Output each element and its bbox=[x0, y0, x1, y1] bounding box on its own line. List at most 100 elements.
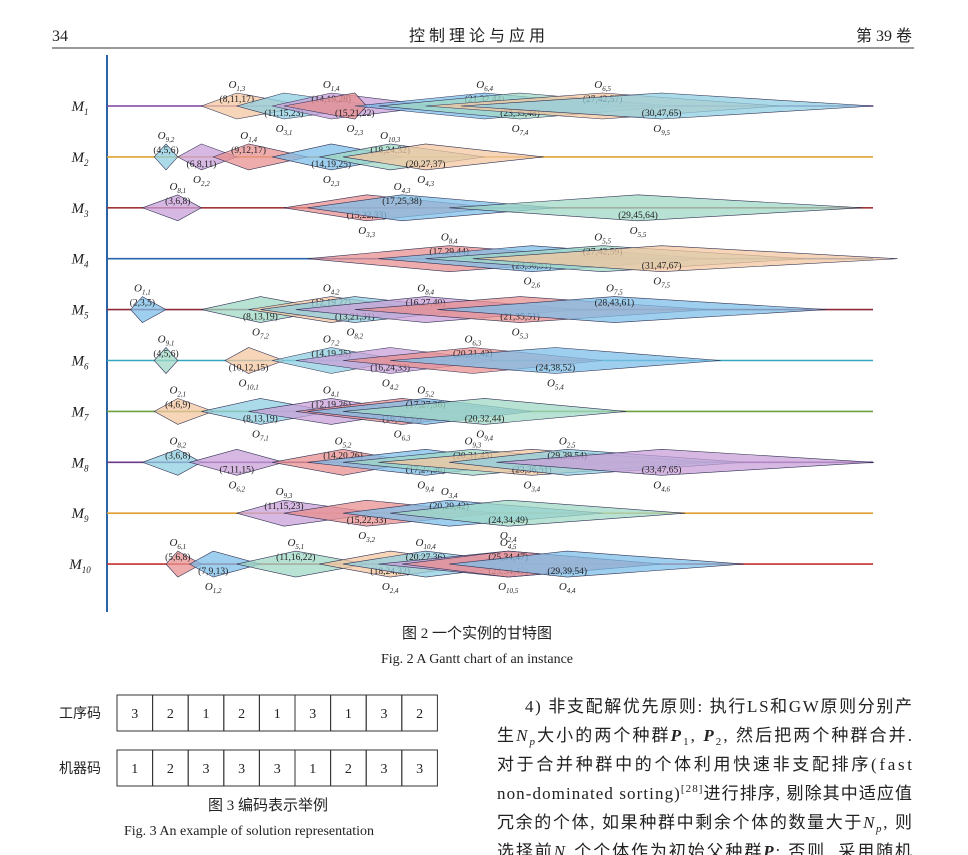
operation-name: O bbox=[228, 479, 236, 491]
machine-label: M7 bbox=[71, 404, 90, 422]
fuzzy-time bbox=[130, 296, 167, 323]
operation-name: O bbox=[323, 384, 331, 396]
operation-label: O9,3 bbox=[276, 486, 293, 500]
machine-name: M bbox=[71, 455, 86, 471]
fuzzy-time bbox=[496, 448, 875, 476]
text-run: P bbox=[702, 726, 714, 745]
operation-label: O6,3 bbox=[394, 428, 411, 442]
operation-label: O8,2 bbox=[346, 327, 363, 341]
fuzzy-value: (5,6,8) bbox=[165, 552, 190, 563]
operation-index: 5,4 bbox=[555, 384, 564, 392]
operation-index: 4,2 bbox=[390, 384, 399, 392]
operation-name: O bbox=[500, 537, 508, 549]
cell-value: 2 bbox=[167, 707, 174, 722]
text-run: 对于合并种群中的个体利用快速非支配排序(fast bbox=[497, 755, 912, 774]
cell-value: 3 bbox=[309, 707, 316, 722]
fuzzy-value: (11,15,23) bbox=[264, 501, 303, 512]
fuzzy-value: (14,19,25) bbox=[311, 349, 351, 360]
fuzzy-value: (8,11,17) bbox=[220, 94, 254, 105]
operation-label: O2,6 bbox=[523, 276, 540, 290]
operation-label: O9,5 bbox=[653, 123, 670, 137]
operation-index: 3,4 bbox=[448, 492, 458, 500]
operation-label: O10,5 bbox=[498, 581, 519, 595]
fig3-caption-en: Fig. 3 An example of solution representa… bbox=[124, 824, 374, 839]
operation-name: O bbox=[653, 479, 661, 491]
operation-label: O7,5 bbox=[653, 276, 670, 290]
cell-value: 1 bbox=[345, 707, 352, 722]
fuzzy-time bbox=[153, 347, 179, 374]
operation-index: 6,3 bbox=[402, 434, 411, 442]
fuzzy-value: (20,27,37) bbox=[406, 159, 446, 170]
fuzzy-time bbox=[460, 92, 875, 120]
machine-label: M5 bbox=[71, 303, 90, 321]
fig2-caption-en: Fig. 2 A Gantt chart of an instance bbox=[381, 652, 573, 667]
text-run: p bbox=[566, 852, 573, 855]
text-run: 进行排序, 剔除其中适应值 bbox=[704, 784, 912, 803]
cell-value: 3 bbox=[274, 762, 281, 777]
operation-index: 9,3 bbox=[472, 441, 481, 449]
operation-index: 1,4 bbox=[248, 136, 257, 144]
fuzzy-time bbox=[342, 143, 544, 171]
operation-label: O7,2 bbox=[252, 327, 269, 341]
operation-label: O9,4 bbox=[476, 428, 493, 442]
operation-index: 5,3 bbox=[520, 333, 529, 341]
operation-index: 4,5 bbox=[508, 543, 517, 551]
operation-label: O4,2 bbox=[323, 283, 340, 297]
fuzzy-value: (23,35,48) bbox=[500, 108, 540, 119]
operation-label: O4,3 bbox=[394, 181, 411, 195]
operation-name: O bbox=[594, 79, 602, 91]
fuzzy-value: (30,47,65) bbox=[642, 108, 682, 119]
operation-index: 4,4 bbox=[567, 587, 576, 595]
operation-name: O bbox=[193, 174, 201, 186]
operation-label: O4,2 bbox=[382, 378, 399, 392]
operation-index: 4,6 bbox=[661, 485, 670, 493]
operation-index: 4,1 bbox=[331, 390, 340, 398]
operation-index: 1,1 bbox=[142, 289, 151, 297]
operation-label: O5,3 bbox=[512, 327, 529, 341]
fuzzy-value: (8,13,19) bbox=[243, 312, 278, 323]
fuzzy-value: (7,11,15) bbox=[220, 464, 254, 475]
journal-title: 控 制 理 论 与 应 用 bbox=[409, 26, 545, 45]
operation-index: 5,2 bbox=[425, 390, 434, 398]
text-run: 生 bbox=[497, 726, 514, 745]
text-run: N bbox=[515, 726, 529, 745]
operation-index: 10,3 bbox=[388, 136, 401, 144]
fuzzy-value: (4,5,6) bbox=[153, 145, 178, 156]
operation-index: 8,1 bbox=[177, 187, 186, 195]
operation-name: O bbox=[523, 276, 531, 288]
operation-name: O bbox=[238, 378, 246, 390]
operation-index: 5,2 bbox=[343, 441, 352, 449]
fuzzy-value: (29,45,64) bbox=[618, 210, 658, 221]
operation-label: O2,3 bbox=[323, 174, 340, 188]
operation-label: O7,2 bbox=[323, 334, 340, 348]
text-run: 1 bbox=[683, 736, 689, 748]
operation-name: O bbox=[323, 283, 331, 295]
fuzzy-value: (3,6,8) bbox=[165, 450, 190, 461]
fuzzy-value: (17,25,38) bbox=[382, 196, 422, 207]
operation-index: 10,4 bbox=[423, 543, 436, 551]
cell-value: 1 bbox=[203, 707, 210, 722]
operation-label: O3,4 bbox=[441, 486, 458, 500]
text-run: 个个体作为初始父种群 bbox=[574, 842, 761, 855]
operation-name: O bbox=[382, 378, 390, 390]
volume: 第 39 卷 bbox=[856, 27, 912, 45]
machine-index: 2 bbox=[84, 158, 89, 168]
machine-label: M4 bbox=[71, 252, 90, 270]
operation-label: O4,5 bbox=[500, 537, 517, 551]
row-label: 工序码 bbox=[59, 706, 101, 722]
fuzzy-value: (8,13,19) bbox=[243, 413, 278, 424]
operation-label: O4,3 bbox=[417, 174, 434, 188]
fuzzy-value: (11,16,22) bbox=[276, 552, 315, 563]
fuzzy-value: (7,9,13) bbox=[198, 566, 228, 577]
operation-label: O10,1 bbox=[238, 378, 258, 392]
text-run: , 则 bbox=[883, 813, 912, 832]
operation-label: O8,4 bbox=[417, 283, 434, 297]
fuzzy-value: (4,5,6) bbox=[153, 349, 178, 360]
operation-label: O6,3 bbox=[464, 334, 481, 348]
operation-index: 9,4 bbox=[425, 485, 434, 493]
fuzzy-value: (14,19,25) bbox=[311, 159, 351, 170]
text-run: , 然后把两个种群合并. bbox=[723, 726, 912, 745]
